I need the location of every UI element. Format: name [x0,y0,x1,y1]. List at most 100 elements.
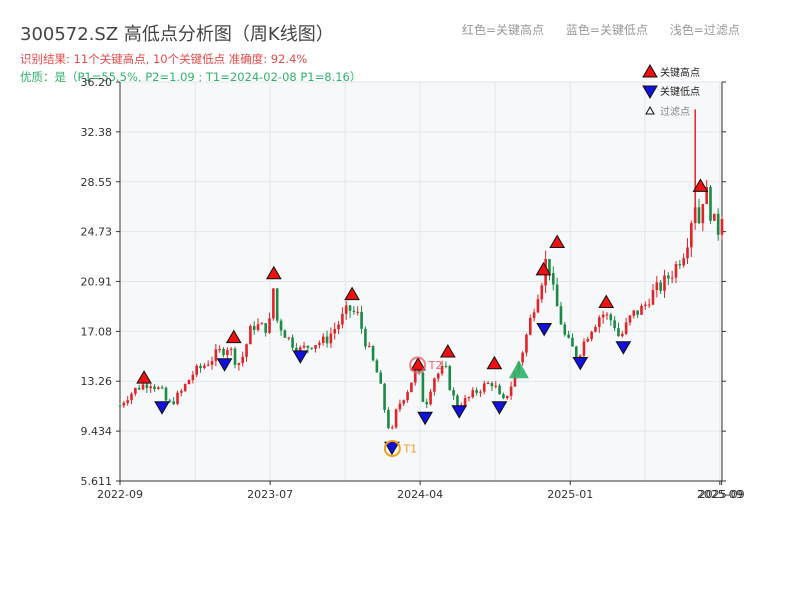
candle-body [226,349,229,356]
candle-body [157,387,160,389]
candle-body [720,218,724,235]
candle-body [651,289,655,305]
candle-body [628,315,632,323]
candle-body [551,273,555,285]
candle-body [413,369,417,383]
candle-body [141,384,145,390]
y-tick-label: 20.91 [81,275,113,288]
candle-body [160,387,164,389]
candle-body [609,314,613,321]
key-low-marker [615,341,632,355]
key-low-marker [451,405,468,419]
candle-body [452,390,455,396]
candle-body [617,328,620,337]
legend-low-marker [642,85,658,99]
candle-body [180,390,183,393]
candle-body [390,427,394,429]
key-high-marker [344,286,360,301]
candle-body [318,342,321,346]
candle-body [525,334,528,353]
candle-body [237,363,241,365]
candle-body [325,336,329,344]
candle-body [693,207,697,224]
candle-body [126,400,129,403]
candle-body [379,372,383,384]
candle-body [686,247,689,259]
candle-body [402,400,406,404]
candle-body [383,383,386,411]
candle-body [222,349,225,356]
candle-body [199,365,202,368]
candle-body [360,311,363,329]
candle-body [333,329,337,334]
candle-body [548,258,551,274]
candle-body [605,314,609,316]
candle-body [149,386,152,389]
candle-body [348,305,352,311]
candle-body [463,398,467,407]
candle-body [678,264,682,266]
candle-body [130,393,133,401]
y-tick-label: 5.611 [81,475,113,488]
candle-body [352,310,356,312]
candle-body [582,341,586,356]
candle-body [482,383,486,392]
candle-body [674,264,678,278]
x-tick-label: 2025-09 [697,488,743,501]
candle-body [252,326,256,330]
key-low-marker [536,323,553,337]
legend-label: 关键低点 [660,85,700,98]
candle-body [421,372,425,402]
candle-body [425,401,429,405]
key-low-marker [384,441,400,456]
candle-body [690,223,693,248]
candle-body [505,395,509,399]
candle-body [486,383,490,385]
key-high-marker [692,178,709,192]
candle-body [509,386,513,396]
candle-body [375,360,379,373]
candle-body [467,397,471,399]
candle-body [594,326,597,332]
y-tick-label: 36.20 [81,76,113,89]
candle-body [433,378,436,392]
candle-body [164,387,168,401]
candle-body [621,333,624,337]
candle-body [367,346,371,348]
candle-body [682,258,685,266]
key-high-marker [486,355,503,370]
candle-body [644,304,647,306]
key-high-marker [535,261,552,276]
key-low-marker [491,401,508,415]
key-low-marker [154,401,170,415]
candle-body [659,282,662,291]
candle-body [663,275,666,291]
candle-body [218,349,221,351]
y-tick-label: 9.434 [81,425,113,438]
candle-body [191,374,195,380]
candle-body [245,344,248,357]
y-tick-label: 32.38 [81,126,113,139]
candle-body [406,392,409,401]
candle-body [670,277,674,279]
candle-body [187,379,191,385]
candle-body [291,337,294,348]
y-tick-label: 17.08 [81,325,113,338]
candle-body [302,345,306,348]
candle-body [498,385,501,395]
header-legend-blue: 蓝色=关键低点 [565,23,648,37]
candle-body [268,318,271,333]
candle-body [229,348,233,350]
candle-body [168,400,172,402]
key-low-marker [572,356,589,371]
quality-summary: 优质：是（P1=55.5%, P2=1.09 ; T1=2024-02-08 P… [20,70,362,84]
candle-body [429,391,432,405]
candle-body [571,337,574,347]
candle-body [417,369,421,373]
candle-body [321,336,325,343]
candle-body [329,333,333,344]
key-low-marker [417,411,433,426]
candle-body [448,366,452,391]
candle-body [134,388,137,394]
candle-body [341,313,344,325]
